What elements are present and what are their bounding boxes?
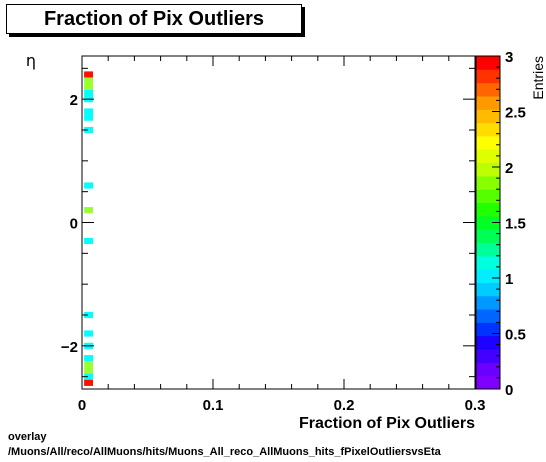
footer-path: /Muons/All/reco/AllMuons/hits/Muons_All_…: [8, 446, 441, 458]
colorbar-segment: [476, 375, 500, 390]
heatmap-cell-8: [84, 182, 94, 189]
colorbar-segment: [476, 95, 500, 110]
y-tick-label: 2: [70, 92, 78, 109]
colorbar-segment: [476, 295, 500, 310]
heatmap-cell-5: [84, 108, 94, 115]
colorbar-tick-label: 0: [505, 382, 513, 399]
colorbar-segment: [476, 349, 500, 363]
colorbar-tick-label: 0.5: [505, 327, 526, 344]
colorbar-segment: [476, 255, 500, 270]
colorbar-segment: [476, 135, 500, 150]
x-axis-label: Fraction of Pix Outliers: [299, 415, 475, 432]
colorbar-segment: [476, 69, 500, 84]
heatmap-cell-7: [84, 126, 94, 134]
heatmap-cell-0: [84, 71, 94, 78]
y-tick-label: −2: [61, 339, 78, 356]
colorbar-segment: [476, 282, 500, 297]
colorbar-segment: [476, 309, 500, 323]
colorbar-segment: [476, 109, 500, 124]
heatmap-cell-2: [84, 83, 94, 90]
heatmap-cell-1: [84, 77, 94, 84]
colorbar-segment: [476, 56, 500, 70]
heatmap-cell-3: [84, 89, 94, 97]
colorbar-tick-label: 1: [505, 271, 513, 288]
x-tick-label: 0.2: [334, 397, 355, 414]
colorbar-segment: [476, 322, 500, 337]
colorbar-tick-label: 2: [505, 160, 513, 177]
y-axis-label: η: [26, 51, 36, 70]
colorbar-segment: [476, 202, 500, 217]
colorbar-segment: [476, 229, 500, 243]
heatmap-cell-18: [84, 379, 94, 386]
heatmap-cell-11: [84, 311, 94, 319]
x-tick-label: 0.3: [465, 397, 486, 414]
heatmap-cell-10: [84, 237, 94, 245]
heatmap-cell-9: [84, 207, 94, 214]
colorbar-segment: [476, 162, 500, 177]
chart-title-box: Fraction of Pix Outliers: [6, 4, 302, 34]
colorbar-segment: [476, 335, 500, 350]
colorbar-tick-label: 2.5: [505, 105, 526, 122]
colorbar-segment: [476, 82, 500, 97]
chart-title: Fraction of Pix Outliers: [43, 8, 265, 30]
footer-overlay: overlay: [8, 431, 47, 443]
x-tick-label: 0.1: [203, 397, 224, 414]
colorbar-segment: [476, 149, 500, 164]
heatmap-cell-14: [84, 355, 94, 362]
heatmap-cell-15: [84, 361, 94, 368]
x-tick-label: 0: [78, 397, 86, 414]
heatmap-cell-16: [84, 367, 94, 374]
colorbar-segment: [476, 122, 500, 137]
heatmap-cell-17: [84, 373, 94, 380]
colorbar-segment: [476, 242, 500, 257]
y-tick-label: 0: [70, 216, 78, 233]
plot-frame: [81, 55, 476, 390]
colorbar-segment: [476, 362, 500, 377]
colorbar-segment: [476, 269, 500, 283]
colorbar-segment: [476, 215, 500, 230]
colorbar-segment: [476, 189, 500, 204]
colorbar-label: Entries: [530, 56, 546, 100]
heatmap-cell-6: [84, 114, 94, 121]
colorbar-tick-label: 1.5: [505, 216, 526, 233]
colorbar-segment: [476, 175, 500, 190]
colorbar-tick-label: 3: [505, 49, 513, 66]
heatmap-cell-12: [84, 330, 94, 337]
